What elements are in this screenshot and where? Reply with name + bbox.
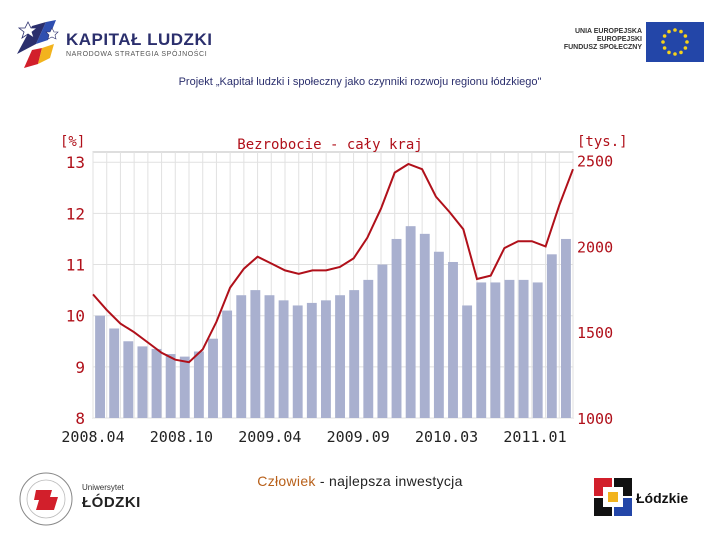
region-name: Łódzkie [636, 490, 689, 506]
bar [264, 295, 275, 418]
eu-star-icon [667, 29, 671, 34]
bar [165, 354, 176, 418]
line-series [92, 162, 574, 364]
bar [123, 341, 134, 418]
kapital-ludzki-title: KAPITAŁ LUDZKI [66, 30, 213, 49]
x-tick-label: 2009.09 [327, 428, 390, 446]
eu-star-icon [679, 50, 683, 55]
left-axis-ticks: 8 9 10 11 12 13 [66, 153, 85, 428]
left-tick-label: 13 [66, 153, 85, 172]
bar [490, 282, 501, 418]
eu-text-block: UNIA EUROPEJSKA EUROPEJSKI FUNDUSZ SPOŁE… [540, 28, 642, 52]
left-tick-label: 8 [75, 409, 85, 428]
x-tick-label: 2009.04 [238, 428, 301, 446]
x-tick-label: 2011.01 [503, 428, 566, 446]
bar [335, 295, 345, 418]
bar [363, 279, 374, 418]
bar [476, 282, 487, 418]
project-title: Projekt „Kapitał ludzki i społeczny jako… [178, 76, 542, 88]
bar [391, 238, 402, 418]
bar [95, 315, 105, 418]
lodzkie-logo-icon [594, 478, 632, 516]
university-name: ŁÓDZKI [82, 494, 141, 511]
bar [306, 302, 317, 418]
bar [433, 251, 444, 418]
eu-star-icon [662, 34, 667, 38]
bar [546, 254, 557, 418]
bar [561, 238, 571, 418]
left-tick-label: 12 [66, 204, 85, 223]
left-tick-label: 10 [66, 307, 85, 326]
bar [250, 290, 261, 418]
slogan-rest: - najlepsza inwestycja [315, 473, 463, 489]
eu-star-icon [662, 46, 667, 50]
bar [179, 356, 190, 418]
chart-title: Bezrobocie - cały kraj [237, 137, 422, 153]
eu-star-icon [685, 40, 689, 44]
eu-star-icon [679, 29, 683, 34]
bar [321, 300, 331, 418]
bar [518, 279, 529, 418]
eu-star-icon [661, 40, 665, 44]
bar-series [95, 226, 571, 418]
bar [462, 305, 473, 418]
plot-area [92, 151, 574, 419]
eu-star-icon [673, 28, 677, 32]
eu-flag-icon [646, 22, 704, 62]
eu-line: UNIA EUROPEJSKA [574, 28, 642, 35]
slogan-highlight: Człowiek [257, 473, 316, 489]
bar [222, 310, 233, 418]
right-axis-unit: [tys.] [577, 134, 628, 150]
right-tick-label: 1000 [577, 410, 613, 428]
bar [448, 261, 458, 418]
right-tick-label: 2000 [577, 238, 613, 256]
right-axis-ticks: 1000 1500 2000 2500 [577, 153, 613, 428]
x-tick-label: 2010.03 [415, 428, 478, 446]
x-tick-label: 2008.04 [61, 428, 124, 446]
eu-star-icon [673, 52, 677, 56]
bar [109, 328, 120, 418]
bar [532, 282, 543, 418]
university-seal-icon [19, 472, 73, 526]
bar [236, 295, 247, 418]
x-axis-ticks: 2008.04 2008.10 2009.04 2009.09 2010.03 2011.… [61, 428, 566, 446]
bar [419, 233, 430, 418]
bar [137, 346, 148, 418]
eu-line: FUNDUSZ SPOŁECZNY [563, 44, 642, 51]
bar [278, 300, 289, 418]
left-tick-label: 11 [66, 256, 85, 275]
university-line: Uniwersytet [82, 483, 124, 492]
bar [377, 264, 388, 418]
eu-star-icon [683, 46, 688, 50]
eu-star-icon [683, 34, 688, 38]
bar [405, 226, 416, 418]
grid [92, 152, 574, 419]
kapital-ludzki-logo-icon [17, 20, 59, 68]
footer-slogan: Człowiek - najlepsza inwestycja [0, 473, 720, 489]
eu-line: EUROPEJSKI [596, 36, 642, 43]
bar [504, 279, 515, 418]
right-tick-label: 2500 [577, 153, 613, 171]
left-axis-unit: [%] [60, 134, 85, 150]
bar [193, 351, 204, 418]
left-tick-label: 9 [75, 358, 85, 377]
x-tick-label: 2008.10 [150, 428, 213, 446]
bar [208, 338, 218, 418]
kapital-ludzki-subtitle: NARODOWA STRATEGIA SPÓJNOŚCI [66, 51, 208, 58]
bar [151, 348, 162, 418]
bar [349, 290, 360, 418]
bar [292, 305, 303, 418]
right-tick-label: 1500 [577, 324, 613, 342]
eu-star-icon [667, 50, 671, 55]
